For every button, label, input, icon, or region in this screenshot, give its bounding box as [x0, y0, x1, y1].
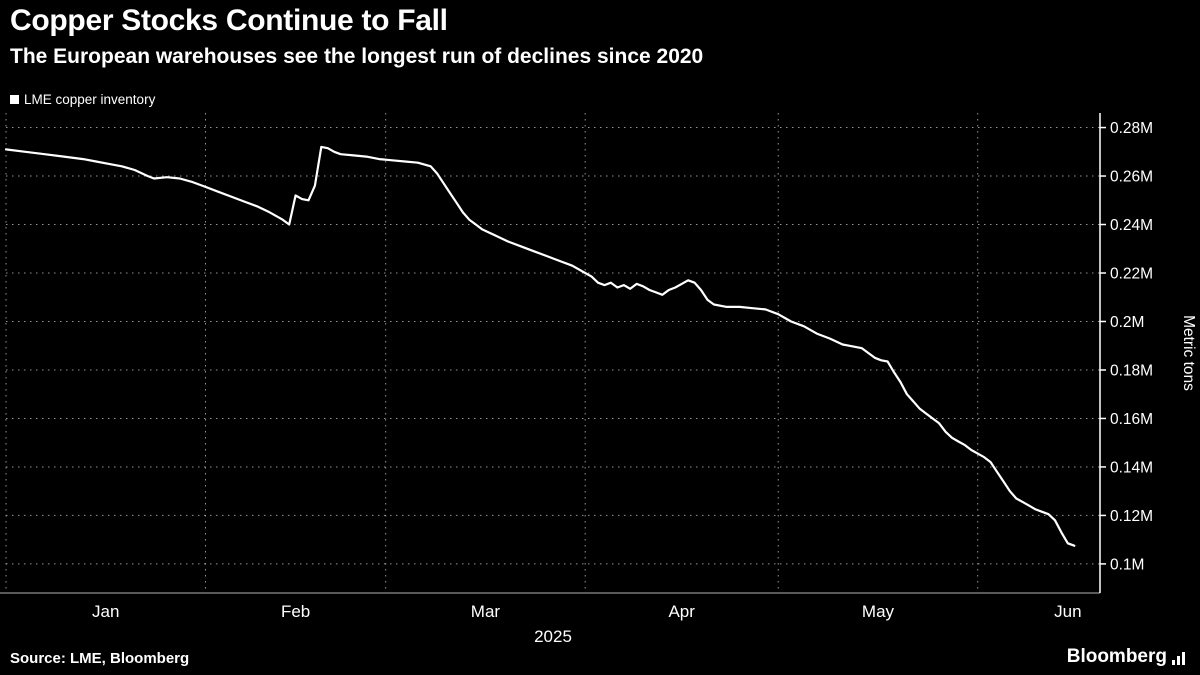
- y-tick-label: 0.22M: [1110, 266, 1153, 283]
- series-line: [4, 145, 1076, 547]
- legend-swatch-icon: [10, 95, 19, 104]
- legend: LME copper inventory: [10, 92, 155, 107]
- x-tick-label: Feb: [281, 602, 310, 621]
- chart-title: Copper Stocks Continue to Fall: [10, 4, 448, 37]
- y-tick-label: 0.24M: [1110, 217, 1153, 234]
- y-tick-label: 0.12M: [1110, 508, 1153, 525]
- chart-subtitle: The European warehouses see the longest …: [10, 45, 704, 68]
- bloomberg-wordmark: Bloomberg: [1066, 646, 1167, 667]
- y-tick-label: 0.16M: [1110, 411, 1153, 428]
- y-tick-label: 0.28M: [1110, 120, 1153, 137]
- y-axis-title: Metric tons: [1180, 315, 1197, 391]
- x-tick-label: Jun: [1054, 602, 1081, 621]
- y-tick-label: 0.1M: [1110, 556, 1144, 573]
- source-note: Source: LME, Bloomberg: [10, 650, 190, 667]
- x-tick-label: Apr: [668, 602, 695, 621]
- x-axis-year-label: 2025: [534, 627, 572, 646]
- bloomberg-bars-icon: [1172, 652, 1185, 665]
- x-tick-label: Jan: [92, 602, 119, 621]
- y-tick-label: 0.2M: [1110, 314, 1144, 331]
- bloomberg-logo: Bloomberg: [1067, 646, 1186, 668]
- legend-label: LME copper inventory: [24, 92, 156, 107]
- y-tick-label: 0.14M: [1110, 459, 1153, 476]
- y-tick-label: 0.26M: [1110, 169, 1153, 186]
- x-tick-label: Mar: [471, 602, 501, 621]
- y-tick-label: 0.18M: [1110, 362, 1153, 379]
- x-tick-label: May: [862, 602, 895, 621]
